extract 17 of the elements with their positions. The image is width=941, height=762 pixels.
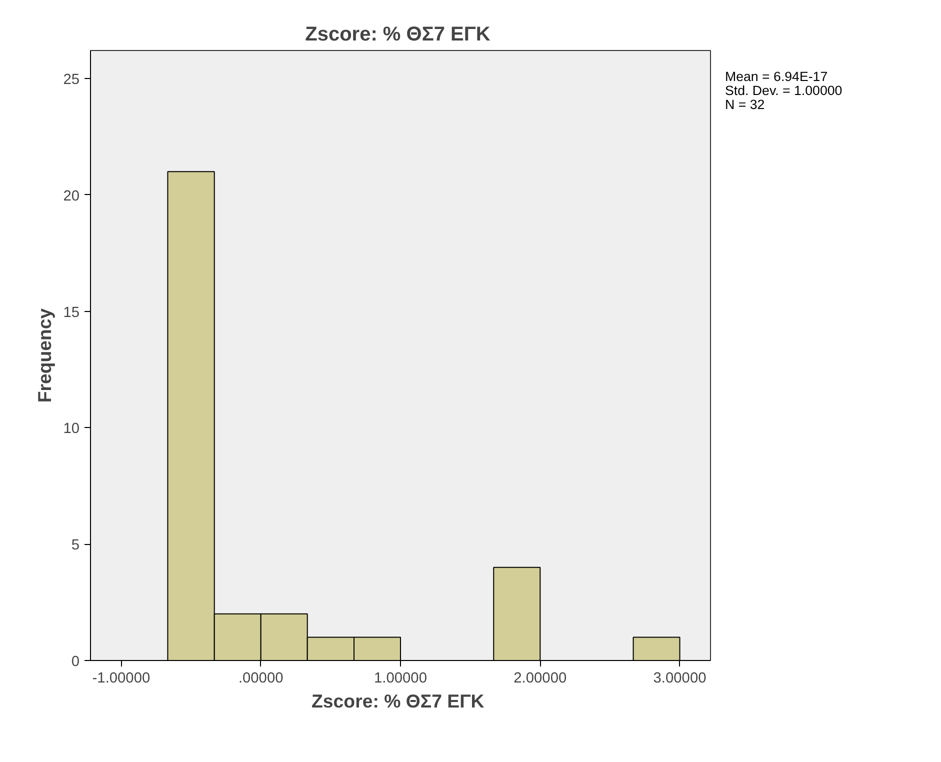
x-axis-title: Zscore: % ΘΣ7 ΕΓΚ: [312, 690, 485, 712]
x-tick-label: -1.00000: [92, 670, 150, 686]
y-tick-label: 0: [71, 654, 80, 670]
text: Mean = 6.94E-17: [725, 69, 828, 84]
text: Std. Dev. = 1.00000: [725, 82, 842, 98]
y-axis-title: Frequency: [34, 308, 56, 403]
x-tick-label: 2.00000: [514, 670, 567, 686]
y-tick-label: 20: [63, 188, 80, 204]
y-tick-label: 10: [63, 421, 80, 438]
y-tick-label: 5: [71, 538, 80, 554]
text: N = 32: [725, 96, 765, 112]
y-tick-label: 15: [63, 304, 80, 321]
x-tick-label: 1.00000: [374, 670, 427, 686]
x-tick-label: .00000: [238, 670, 284, 686]
x-tick-label: 3.00000: [653, 670, 706, 686]
y-tick-label: 25: [63, 72, 80, 88]
chart-title: Zscore: % ΘΣ7 ΕΓΚ: [305, 24, 491, 46]
